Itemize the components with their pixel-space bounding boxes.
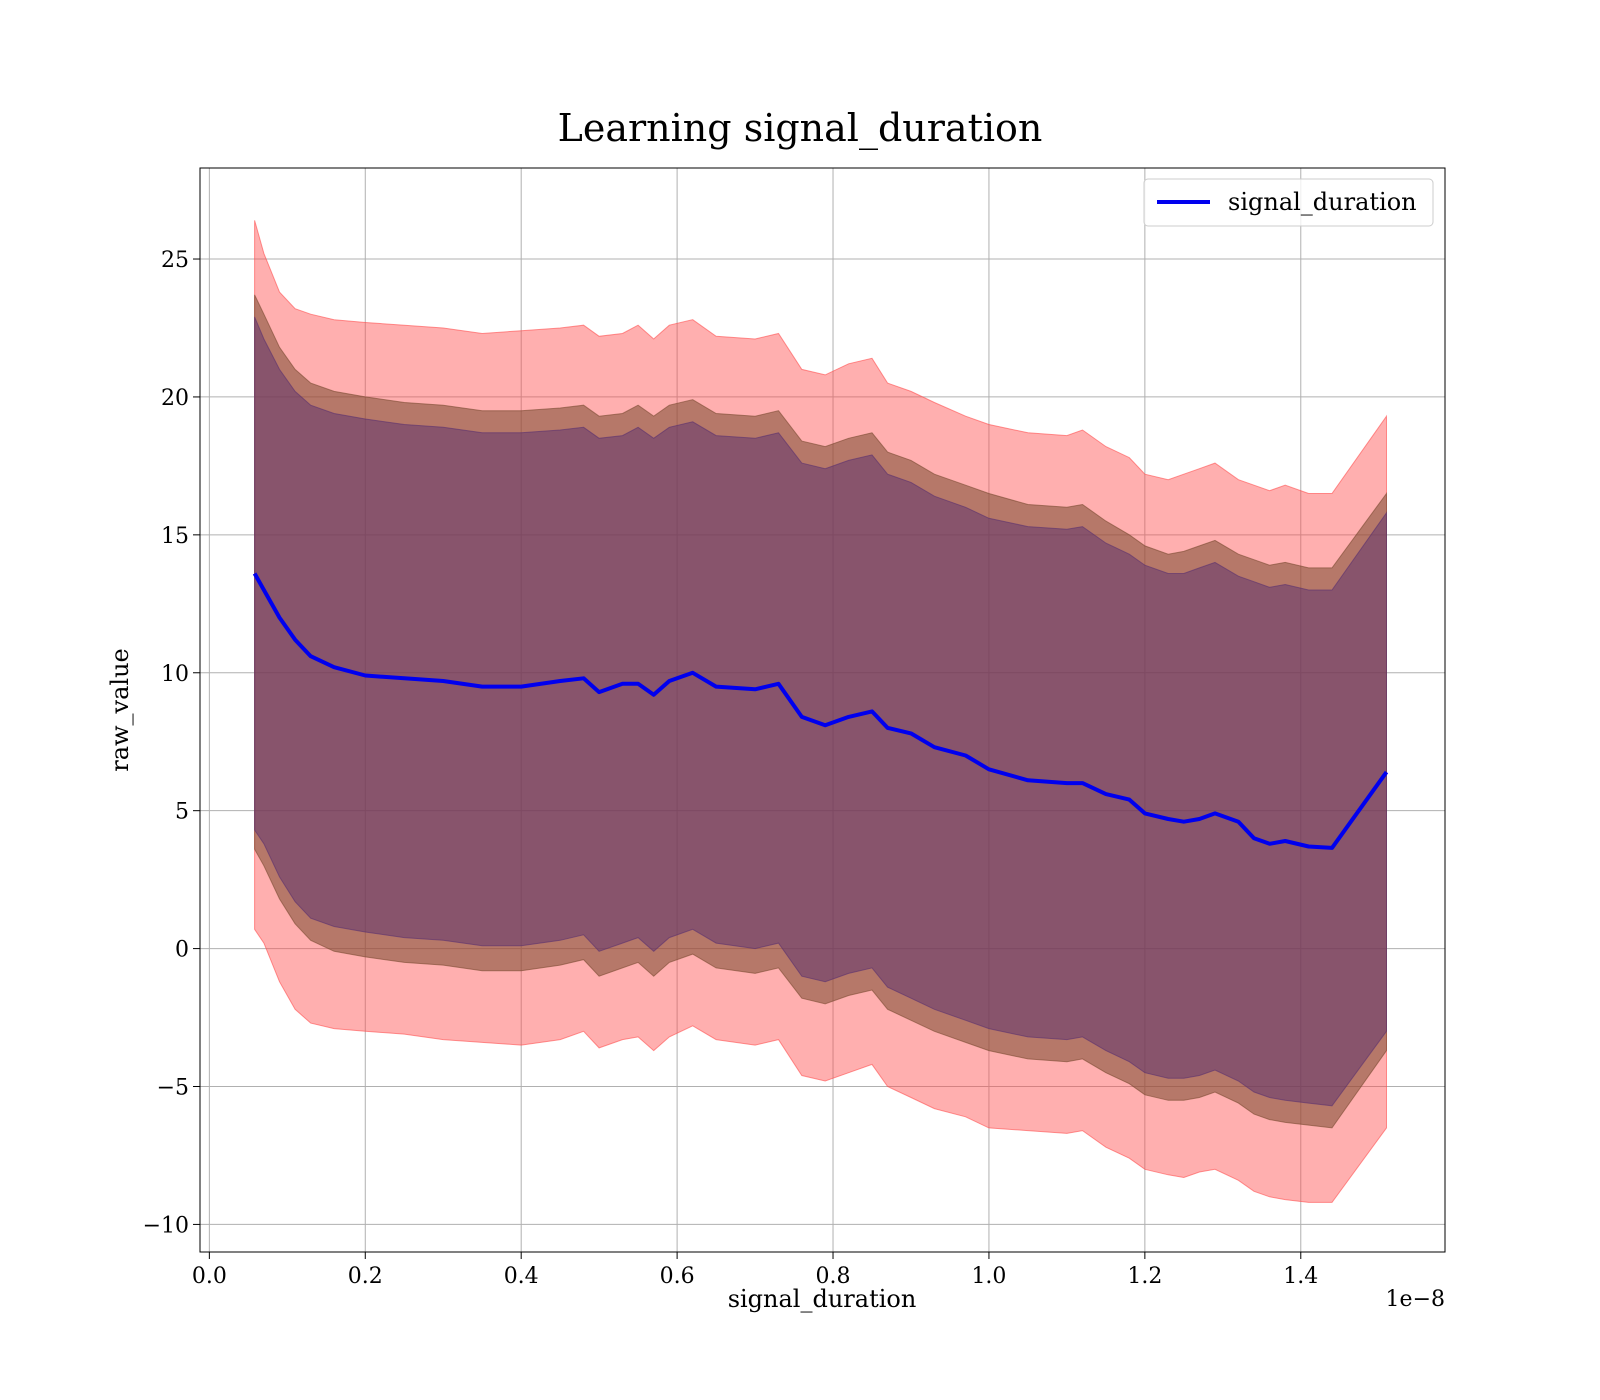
x-tick-label: 1.4 [1283, 1264, 1318, 1289]
x-tick-label: 1.0 [971, 1264, 1006, 1289]
x-axis-offset-label: 1e−8 [1386, 1287, 1445, 1312]
legend-box [1143, 178, 1434, 227]
x-axis-label: signal_duration [728, 1285, 917, 1313]
y-tick-label: −10 [143, 1213, 189, 1238]
confidence-band-2 [254, 316, 1387, 1107]
x-tick-label: 0.2 [348, 1264, 383, 1289]
y-tick-label: −5 [157, 1076, 189, 1101]
confidence-bands [254, 220, 1387, 1203]
x-axis-ticks: 0.0 0.2 0.4 0.6 0.8 1.0 1.2 1.4 [192, 1252, 1318, 1289]
series-line-0 [252, 572, 1389, 850]
chart-title: Learning signal_duration [558, 106, 1043, 151]
legend: signal_duration [1143, 178, 1434, 227]
y-tick-label: 10 [161, 662, 189, 687]
y-tick-label: 15 [161, 524, 189, 549]
y-tick-label: 0 [175, 938, 189, 963]
y-tick-label: 25 [161, 248, 189, 273]
x-tick-label: 1.2 [1127, 1264, 1162, 1289]
x-tick-label: 0.8 [816, 1264, 851, 1289]
x-tick-label: 0.4 [504, 1264, 539, 1289]
legend-label-signal-duration: signal_duration [1228, 188, 1417, 216]
series-lines [252, 572, 1389, 850]
y-axis-ticks: −10 −5 0 5 10 15 20 25 [143, 248, 200, 1238]
y-tick-label: 20 [161, 386, 189, 411]
y-axis-label: raw_value [106, 648, 134, 772]
x-tick-label: 0.6 [660, 1264, 695, 1289]
y-tick-label: 5 [175, 800, 189, 825]
plot-frame [199, 167, 1446, 1253]
x-tick-label: 0.0 [192, 1264, 227, 1289]
